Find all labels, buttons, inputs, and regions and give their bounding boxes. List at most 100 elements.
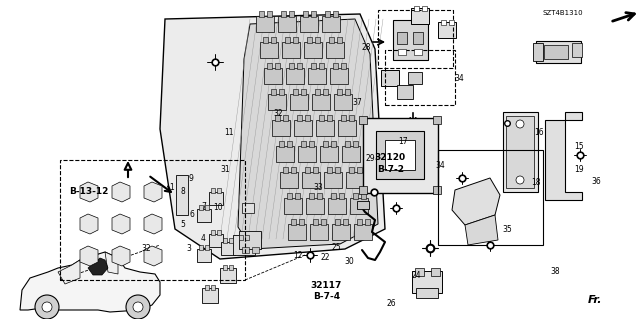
Bar — [359, 186, 367, 194]
Bar — [365, 219, 369, 225]
Bar — [220, 268, 236, 283]
Bar — [392, 20, 428, 60]
Bar — [340, 115, 346, 121]
Bar — [323, 89, 328, 95]
Bar — [229, 238, 233, 242]
Bar — [296, 115, 301, 121]
Text: 6: 6 — [189, 210, 195, 219]
Bar — [536, 41, 580, 63]
Bar — [280, 11, 285, 17]
Bar — [433, 186, 441, 194]
Bar — [304, 42, 322, 58]
Bar — [397, 32, 407, 44]
Bar — [271, 89, 275, 95]
Bar — [199, 244, 203, 249]
Bar — [282, 42, 300, 58]
Text: 7: 7 — [201, 202, 206, 211]
Bar — [333, 11, 337, 17]
Bar — [211, 229, 215, 234]
Bar — [332, 224, 350, 240]
Bar — [310, 224, 328, 240]
Text: B-13-12: B-13-12 — [68, 187, 108, 196]
Bar — [431, 268, 440, 276]
Bar — [353, 141, 358, 147]
Text: 32: 32 — [273, 109, 284, 118]
Bar — [284, 198, 302, 214]
Bar — [385, 140, 415, 170]
Bar — [302, 172, 320, 188]
Bar — [312, 94, 330, 110]
Bar — [294, 193, 300, 199]
Polygon shape — [238, 19, 378, 249]
Bar — [319, 63, 323, 69]
Bar — [287, 141, 291, 147]
Bar — [353, 193, 358, 199]
Text: 33: 33 — [314, 183, 324, 192]
Bar — [221, 241, 235, 255]
Bar — [356, 167, 362, 173]
Text: B-7-2: B-7-2 — [377, 165, 404, 174]
Bar — [334, 94, 352, 110]
Text: 1: 1 — [169, 183, 174, 192]
Bar — [301, 141, 305, 147]
Bar — [330, 141, 335, 147]
Bar — [275, 63, 280, 69]
Text: 24: 24 — [411, 271, 421, 280]
Bar — [376, 131, 424, 179]
Bar — [317, 193, 321, 199]
Text: 12: 12 — [293, 251, 302, 260]
Circle shape — [126, 295, 150, 319]
Bar — [294, 120, 312, 136]
Bar — [278, 89, 284, 95]
Bar — [268, 94, 286, 110]
Text: B-7-4: B-7-4 — [313, 292, 340, 301]
Polygon shape — [112, 246, 130, 266]
Text: 28: 28 — [362, 43, 371, 52]
Bar — [272, 120, 290, 136]
Text: 38: 38 — [550, 267, 561, 276]
Bar — [285, 37, 289, 43]
Text: 32117: 32117 — [310, 281, 342, 290]
Bar — [438, 150, 543, 245]
Bar — [378, 10, 453, 68]
Bar — [288, 224, 306, 240]
Bar — [197, 209, 211, 221]
Bar — [412, 271, 442, 293]
Bar — [335, 219, 339, 225]
Bar — [360, 193, 365, 199]
Bar — [411, 8, 429, 24]
Bar — [278, 141, 284, 147]
Bar — [280, 172, 298, 188]
Bar — [330, 68, 348, 84]
Bar — [326, 42, 344, 58]
Text: 11: 11 — [225, 128, 234, 137]
Text: 26: 26 — [387, 299, 397, 308]
Polygon shape — [545, 112, 582, 200]
Bar — [289, 11, 294, 17]
Bar — [337, 37, 342, 43]
Bar — [233, 235, 255, 255]
Bar — [310, 11, 316, 17]
Bar — [291, 219, 296, 225]
Bar — [357, 201, 369, 209]
Bar — [572, 43, 582, 57]
Bar — [349, 115, 353, 121]
Bar — [356, 219, 362, 225]
Bar — [197, 249, 211, 262]
Bar — [333, 63, 337, 69]
Bar — [324, 11, 330, 17]
Text: 10: 10 — [212, 203, 223, 212]
Bar — [408, 72, 422, 84]
Bar — [296, 63, 301, 69]
Bar — [292, 37, 298, 43]
Bar — [241, 247, 248, 253]
Bar — [305, 167, 310, 173]
Polygon shape — [88, 258, 108, 275]
Bar — [260, 42, 278, 58]
Circle shape — [516, 176, 524, 184]
Polygon shape — [160, 14, 385, 259]
Polygon shape — [105, 252, 118, 274]
Bar — [440, 19, 445, 25]
Bar — [397, 85, 413, 99]
Text: 30: 30 — [344, 257, 354, 266]
